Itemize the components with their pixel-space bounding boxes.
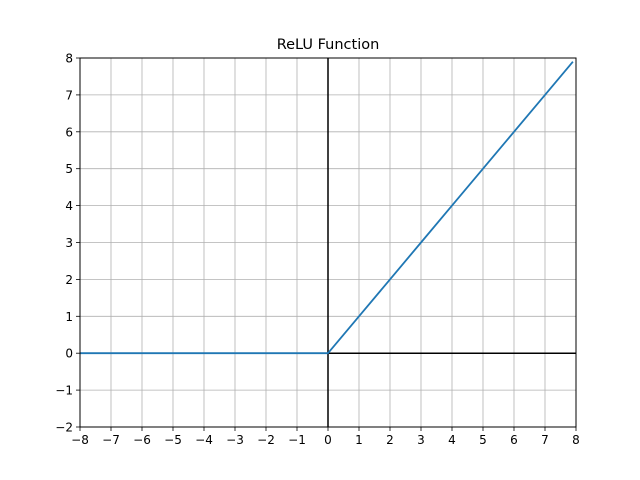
x-tick-label: 1 <box>355 433 363 447</box>
x-tick-label: −8 <box>71 433 89 447</box>
x-tick-label: 2 <box>386 433 394 447</box>
x-tick-label: 8 <box>572 433 580 447</box>
y-tick-label: 8 <box>65 52 73 66</box>
series-layer <box>80 61 574 355</box>
chart-title: ReLU Function <box>277 37 380 53</box>
x-tick-label: 0 <box>324 433 332 447</box>
x-tick-label: 3 <box>417 433 425 447</box>
x-tick-label: 5 <box>479 433 487 447</box>
x-tick-label: 4 <box>448 433 456 447</box>
x-tick-label: −6 <box>133 433 151 447</box>
y-tick-label: 2 <box>65 273 73 287</box>
y-tick-label: 0 <box>65 347 73 361</box>
tick-marks <box>76 57 577 431</box>
tick-labels: −8 −7 −6 −5 −4 −3 −2 −1 0 1 2 3 4 5 6 7 8 −2 −1 0 1 2 3 4 5 6 7 8 <box>55 52 580 448</box>
y-tick-label: 4 <box>65 199 73 213</box>
x-tick-label: 6 <box>510 433 518 447</box>
relu-series-line <box>80 61 574 355</box>
x-tick-label: −3 <box>226 433 244 447</box>
x-tick-label: −1 <box>288 433 306 447</box>
x-tick-label: −4 <box>195 433 213 447</box>
y-tick-label: 5 <box>65 162 73 176</box>
y-tick-label: 6 <box>65 125 73 139</box>
y-tick-label: −2 <box>55 421 73 435</box>
x-tick-label: −2 <box>257 433 275 447</box>
y-tick-label: 3 <box>65 236 73 250</box>
y-tick-label: −1 <box>55 384 73 398</box>
y-tick-label: 1 <box>65 310 73 324</box>
x-tick-label: −7 <box>102 433 120 447</box>
x-tick-label: −5 <box>164 433 182 447</box>
y-tick-label: 7 <box>65 88 73 102</box>
x-tick-label: 7 <box>541 433 549 447</box>
